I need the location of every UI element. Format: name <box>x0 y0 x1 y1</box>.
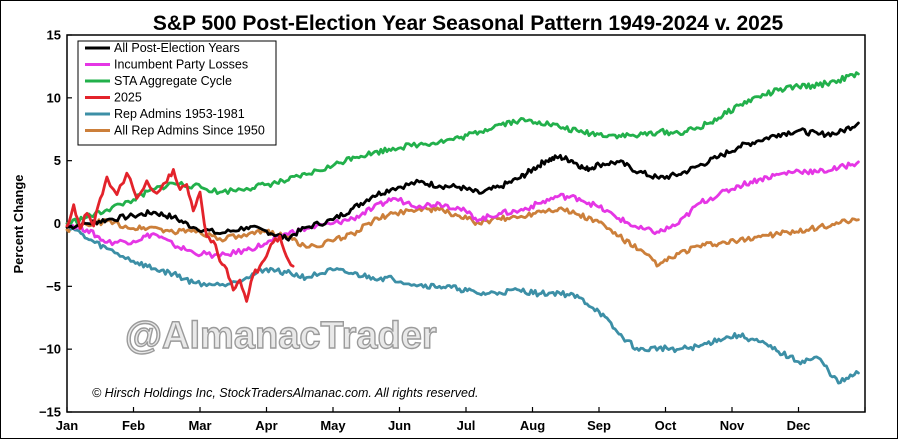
x-tick-label: Aug <box>520 418 545 433</box>
x-tick-label: Dec <box>787 418 811 433</box>
y-tick-label: 10 <box>47 90 61 105</box>
y-tick-label: 0 <box>54 216 61 231</box>
x-tick-label: Feb <box>122 418 145 433</box>
legend-label: All Rep Admins Since 1950 <box>114 124 265 138</box>
chart-title: S&P 500 Post-Election Year Seasonal Patt… <box>153 12 784 35</box>
x-tick-label: May <box>320 418 346 433</box>
series-line <box>65 222 860 385</box>
series-line <box>65 168 295 303</box>
y-tick-label: 15 <box>47 28 61 43</box>
series-line <box>65 121 860 242</box>
series-line <box>65 205 860 268</box>
x-tick-label: Sep <box>587 418 611 433</box>
y-tick-label: −5 <box>46 279 61 294</box>
legend-label: STA Aggregate Cycle <box>114 74 232 88</box>
y-tick-label: 5 <box>54 153 61 168</box>
series-line <box>65 71 860 225</box>
legend: All Post-Election Years Incumbent Party L… <box>77 40 277 146</box>
legend-label: All Post-Election Years <box>114 41 240 55</box>
legend-label: 2025 <box>114 91 142 105</box>
watermark: @AlmanacTrader <box>125 315 437 357</box>
y-tick-label: −15 <box>39 405 61 420</box>
x-tick-label: Jul <box>457 418 476 433</box>
axis-ticks <box>66 34 866 413</box>
x-tick-label: Mar <box>188 418 211 433</box>
series-line <box>65 160 860 259</box>
x-tick-label: Oct <box>655 418 677 433</box>
y-tick-label: −10 <box>39 342 61 357</box>
legend-label: Incumbent Party Losses <box>114 58 248 72</box>
copyright-text: © Hirsch Holdings Inc, StockTradersAlman… <box>92 386 478 400</box>
series-lines <box>65 71 860 385</box>
y-axis-label: Percent Change <box>11 175 26 274</box>
legend-label: Rep Admins 1953-1981 <box>114 107 245 121</box>
x-tick-label: Jan <box>56 418 78 433</box>
x-tick-label: Apr <box>255 418 277 433</box>
x-tick-label: Nov <box>720 418 745 433</box>
legend-box <box>77 40 277 146</box>
x-tick-label: Jun <box>388 418 411 433</box>
